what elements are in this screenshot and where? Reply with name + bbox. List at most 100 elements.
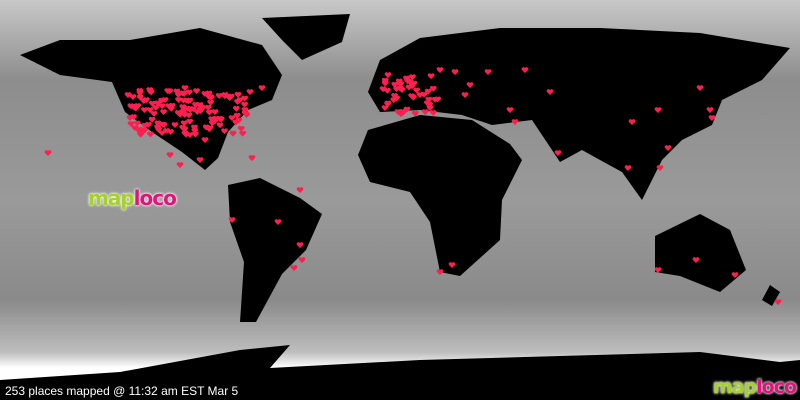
heart-icon[interactable]: [129, 94, 137, 100]
heart-icon[interactable]: [246, 89, 254, 95]
heart-icon[interactable]: [448, 262, 456, 268]
heart-icon[interactable]: [133, 120, 141, 127]
heart-icon[interactable]: [152, 104, 160, 111]
heart-icon[interactable]: [381, 77, 389, 84]
heart-icon[interactable]: [185, 89, 193, 96]
heart-icon[interactable]: [154, 100, 161, 107]
heart-icon[interactable]: [425, 96, 433, 103]
heart-icon[interactable]: [232, 119, 240, 126]
heart-icon[interactable]: [413, 87, 420, 94]
heart-icon[interactable]: [405, 84, 413, 91]
heart-icon[interactable]: [466, 82, 474, 88]
heart-icon[interactable]: [191, 124, 198, 131]
heart-icon[interactable]: [248, 155, 256, 161]
heart-icon[interactable]: [181, 126, 189, 133]
heart-icon[interactable]: [176, 162, 184, 168]
heart-icon[interactable]: [521, 67, 529, 73]
heart-icon[interactable]: [124, 92, 132, 98]
heart-icon[interactable]: [192, 102, 199, 108]
heart-icon[interactable]: [171, 122, 179, 128]
heart-icon[interactable]: [146, 87, 154, 94]
heart-icon[interactable]: [216, 122, 224, 129]
heart-icon[interactable]: [384, 100, 392, 107]
heart-icon[interactable]: [158, 97, 165, 104]
heart-icon[interactable]: [624, 165, 632, 171]
heart-icon[interactable]: [421, 109, 429, 115]
heart-icon[interactable]: [426, 105, 434, 111]
heart-icon[interactable]: [420, 91, 428, 98]
heart-icon[interactable]: [461, 92, 469, 98]
heart-icon[interactable]: [193, 88, 200, 95]
heart-icon[interactable]: [186, 118, 194, 125]
heart-icon[interactable]: [395, 78, 403, 85]
heart-icon[interactable]: [229, 130, 237, 137]
heart-icon[interactable]: [384, 72, 392, 78]
heart-icon[interactable]: [411, 110, 419, 117]
heart-icon[interactable]: [141, 107, 148, 113]
heart-icon[interactable]: [228, 217, 236, 223]
heart-icon[interactable]: [706, 107, 714, 113]
heart-icon[interactable]: [696, 85, 704, 91]
heart-icon[interactable]: [233, 105, 240, 112]
heart-icon[interactable]: [451, 69, 459, 75]
heart-icon[interactable]: [239, 130, 246, 137]
maploco-logo-corner[interactable]: maploco: [713, 376, 797, 398]
heart-icon[interactable]: [692, 257, 700, 263]
heart-icon[interactable]: [241, 95, 248, 102]
heart-icon[interactable]: [181, 85, 189, 91]
heart-icon[interactable]: [511, 119, 519, 125]
heart-icon[interactable]: [506, 107, 514, 113]
heart-icon[interactable]: [241, 110, 249, 117]
heart-icon[interactable]: [206, 109, 213, 116]
heart-icon[interactable]: [211, 109, 219, 115]
heart-icon[interactable]: [146, 107, 154, 113]
heart-icon[interactable]: [165, 103, 173, 110]
heart-icon[interactable]: [149, 100, 156, 107]
heart-icon[interactable]: [427, 73, 435, 80]
heart-icon[interactable]: [554, 150, 562, 156]
heart-icon[interactable]: [403, 106, 411, 113]
heart-icon[interactable]: [158, 130, 166, 137]
heart-icon[interactable]: [192, 131, 199, 138]
heart-icon[interactable]: [44, 150, 52, 156]
heart-icon[interactable]: [184, 98, 192, 105]
heart-icon[interactable]: [150, 110, 158, 117]
heart-icon[interactable]: [664, 145, 672, 151]
heart-icon[interactable]: [166, 152, 174, 158]
heart-icon[interactable]: [434, 96, 442, 103]
heart-icon[interactable]: [182, 131, 190, 138]
heart-icon[interactable]: [379, 86, 387, 93]
heart-icon[interactable]: [131, 125, 139, 131]
heart-icon[interactable]: [148, 116, 156, 123]
heart-icon[interactable]: [654, 267, 662, 273]
heart-icon[interactable]: [409, 74, 416, 81]
heart-icon[interactable]: [241, 107, 249, 113]
heart-icon[interactable]: [179, 90, 187, 97]
heart-icon[interactable]: [234, 99, 241, 105]
heart-icon[interactable]: [708, 115, 716, 121]
heart-icon[interactable]: [654, 107, 662, 113]
heart-icon[interactable]: [397, 111, 405, 118]
heart-icon[interactable]: [429, 110, 437, 116]
heart-icon[interactable]: [175, 97, 182, 104]
heart-icon[interactable]: [298, 257, 306, 263]
heart-icon[interactable]: [290, 265, 298, 271]
heart-icon[interactable]: [215, 93, 223, 99]
heart-icon[interactable]: [436, 67, 444, 73]
heart-icon[interactable]: [191, 127, 199, 134]
heart-icon[interactable]: [221, 128, 228, 135]
heart-icon[interactable]: [167, 105, 175, 112]
heart-icon[interactable]: [173, 88, 181, 95]
heart-icon[interactable]: [127, 121, 135, 128]
heart-icon[interactable]: [141, 127, 148, 134]
heart-icon[interactable]: [221, 93, 229, 100]
heart-icon[interactable]: [201, 91, 209, 97]
heart-icon[interactable]: [426, 101, 433, 108]
heart-icon[interactable]: [396, 85, 404, 92]
heart-icon[interactable]: [180, 120, 188, 127]
heart-icon[interactable]: [135, 126, 143, 133]
heart-icon[interactable]: [198, 104, 206, 111]
heart-icon[interactable]: [391, 93, 398, 99]
heart-icon[interactable]: [137, 131, 145, 138]
